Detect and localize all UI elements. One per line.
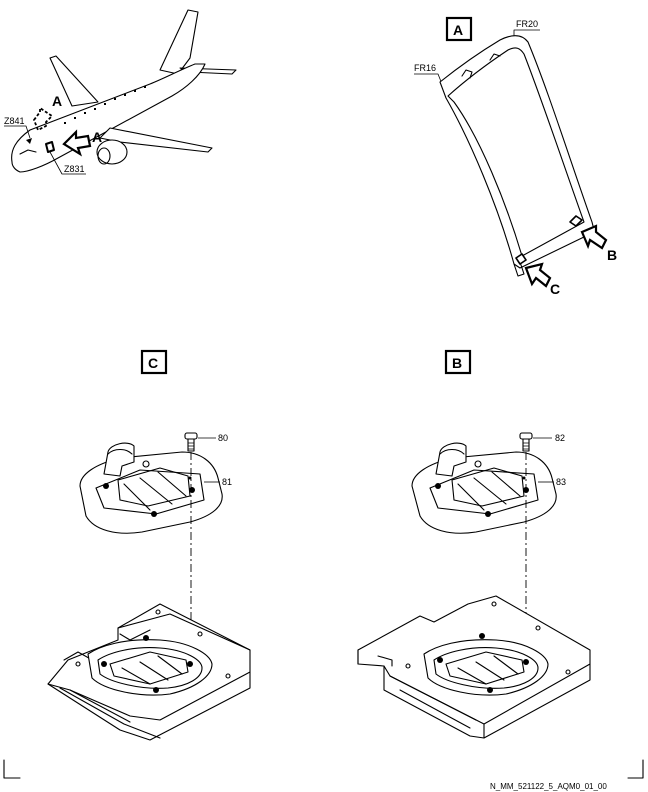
aircraft-overview: A A Z841 Z831 bbox=[4, 9, 237, 175]
panel-lower-flange bbox=[513, 261, 525, 277]
view-b-title: B bbox=[452, 355, 462, 371]
view-a: A FR20 FR16 B C bbox=[414, 16, 617, 297]
item-81-label: 81 bbox=[222, 477, 232, 487]
arrow-b-label: B bbox=[607, 247, 617, 263]
cockpit-windows bbox=[19, 149, 37, 155]
view-arrow-b bbox=[580, 224, 608, 250]
panel-inner-edge bbox=[447, 47, 585, 257]
base-structure-c bbox=[47, 603, 251, 741]
item-82-label: 82 bbox=[555, 433, 565, 443]
fr16-leader bbox=[414, 73, 443, 85]
z841-leader bbox=[4, 125, 31, 139]
view-b: B 82 83 bbox=[357, 349, 591, 739]
bracket-c-marker bbox=[515, 253, 527, 265]
engine bbox=[96, 139, 128, 165]
z841-marker bbox=[26, 138, 32, 144]
near-wing bbox=[99, 127, 213, 153]
corner-mark-right bbox=[627, 759, 644, 779]
view-arrow-c bbox=[524, 262, 552, 288]
bracket-81 bbox=[79, 442, 223, 534]
view-a-title: A bbox=[453, 22, 463, 38]
view-label-a-upper: A bbox=[52, 93, 62, 109]
arrow-c-label: C bbox=[550, 281, 560, 297]
screw-82 bbox=[519, 432, 533, 452]
floor-panel-structure bbox=[439, 35, 595, 269]
corner-mark-left bbox=[3, 759, 21, 779]
screw-80 bbox=[184, 432, 198, 452]
panel-fitting-left bbox=[461, 69, 473, 79]
zone-z841-label: Z841 bbox=[4, 116, 25, 126]
view-c-title-box bbox=[140, 349, 168, 375]
view-label-a-lower: A bbox=[92, 129, 102, 145]
zone-z831-label: Z831 bbox=[64, 164, 85, 174]
fuselage bbox=[11, 63, 206, 173]
view-b-title-box bbox=[444, 349, 472, 375]
engine-intake bbox=[97, 147, 111, 165]
view-a-title-box bbox=[445, 16, 473, 42]
vertical-stabilizer bbox=[159, 9, 199, 75]
base-structure-b bbox=[357, 595, 591, 739]
bracket-b-marker bbox=[569, 215, 583, 227]
far-wing bbox=[49, 55, 99, 107]
z831-leader bbox=[49, 151, 86, 175]
item-83-label: 83 bbox=[556, 477, 566, 487]
z831-hatch bbox=[45, 141, 55, 153]
dashed-view-arrow bbox=[32, 106, 54, 132]
view-c: C 80 81 bbox=[47, 349, 251, 741]
view-c-title: C bbox=[148, 355, 158, 371]
panel-fitting-right bbox=[489, 53, 501, 61]
frame-fr16-label: FR16 bbox=[414, 63, 436, 73]
frame-fr20-label: FR20 bbox=[516, 19, 538, 29]
bracket-83 bbox=[411, 442, 557, 534]
view-arrow-a bbox=[62, 129, 92, 157]
drawing-reference: N_MM_521122_5_AQM0_01_00 bbox=[490, 782, 607, 791]
item-80-label: 80 bbox=[218, 433, 228, 443]
cabin-windows bbox=[64, 86, 146, 124]
